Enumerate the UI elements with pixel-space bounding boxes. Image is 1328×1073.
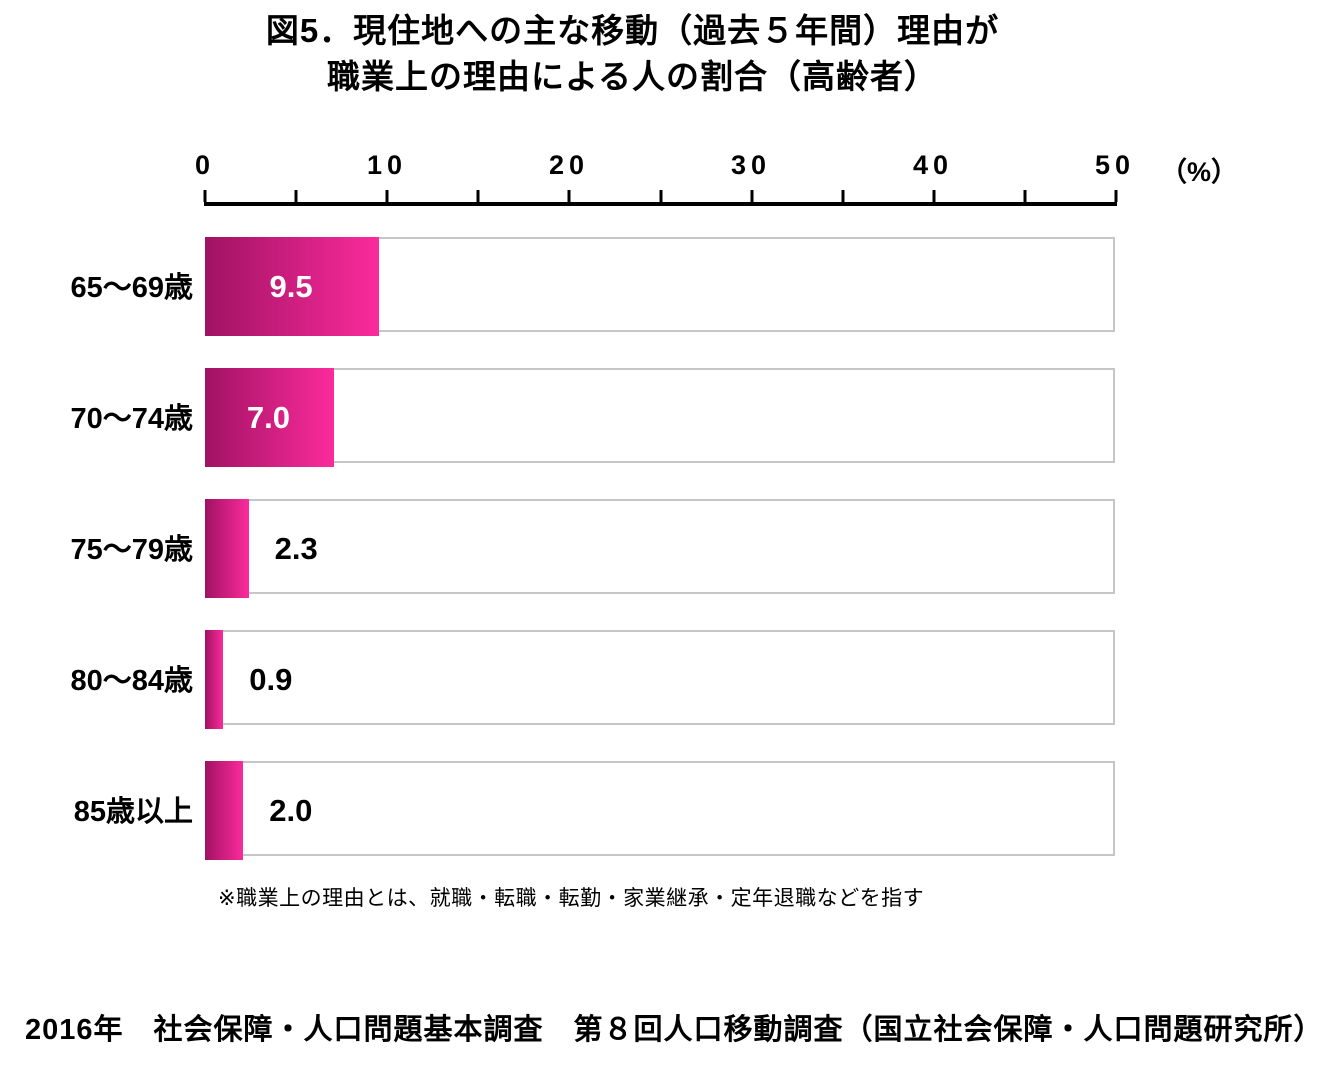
category-label: 70〜74歳 xyxy=(70,402,193,435)
bar-track: 2.0 xyxy=(205,761,1115,860)
x-axis-tick-label: 10 xyxy=(366,150,408,180)
x-axis-tick-label: 20 xyxy=(548,150,590,180)
chart-title-line1: 図5．現住地への主な移動（過去５年間）理由が xyxy=(265,12,1000,49)
axis-tick-mark xyxy=(1023,190,1027,202)
x-axis-line xyxy=(204,202,1117,206)
x-axis-tick-label: 0 xyxy=(194,150,216,180)
category-label: 85歳以上 xyxy=(73,795,193,828)
bar-chart-plot-area: 65〜69歳 9.5 70〜74歳 7.0 75〜79歳 2.3 80〜84歳 … xyxy=(0,237,1115,892)
axis-tick-mark xyxy=(385,190,389,202)
bar xyxy=(205,237,380,336)
x-axis-tick-labels: 0 10 20 30 40 50 xyxy=(195,150,1130,184)
bar xyxy=(205,499,249,598)
chart-row: 80〜84歳 0.9 xyxy=(0,630,1115,729)
value-label: 0.9 xyxy=(249,661,293,697)
x-axis-tick-label: 50 xyxy=(1094,150,1136,180)
axis-tick-mark xyxy=(841,190,845,202)
value-label: 9.5 xyxy=(269,268,313,304)
axis-tick-mark xyxy=(932,190,936,202)
value-label: 2.0 xyxy=(269,792,313,828)
category-label: 65〜69歳 xyxy=(70,271,193,304)
category-label: 80〜84歳 xyxy=(70,664,193,697)
axis-tick-mark xyxy=(1114,190,1118,202)
value-label: 2.3 xyxy=(274,530,318,566)
source-citation: 2016年 社会保障・人口問題基本調査 第８回人口移動調査（国立社会保障・人口問… xyxy=(25,1014,1324,1046)
bar-track: 9.5 xyxy=(205,237,1115,336)
chart-row: 75〜79歳 2.3 xyxy=(0,499,1115,598)
chart-row: 70〜74歳 7.0 xyxy=(0,368,1115,467)
bar-track: 7.0 xyxy=(205,368,1115,467)
bar xyxy=(205,630,224,729)
bar-track: 0.9 xyxy=(205,630,1115,729)
category-label: 75〜79歳 xyxy=(70,533,193,566)
x-axis-tick-marks xyxy=(203,190,1118,202)
axis-tick-mark xyxy=(203,190,207,202)
chart-title-line2: 職業上の理由による人の割合（高齢者） xyxy=(326,58,938,95)
axis-tick-mark xyxy=(659,190,662,202)
axis-tick-mark xyxy=(567,190,571,202)
bar xyxy=(205,761,244,860)
x-axis-unit-label: （%） xyxy=(1160,157,1239,187)
footnote: ※職業上の理由とは、就職・転職・転勤・家業継承・定年退職などを指す xyxy=(218,887,925,910)
value-label: 7.0 xyxy=(246,399,290,435)
chart-row: 85歳以上 2.0 xyxy=(0,761,1115,860)
axis-tick-mark xyxy=(476,190,480,202)
chart-row: 65〜69歳 9.5 xyxy=(0,237,1115,336)
x-axis-tick-label: 40 xyxy=(912,150,954,180)
x-axis-tick-label: 30 xyxy=(730,150,772,180)
chart-title: 図5．現住地への主な移動（過去５年間）理由が 職業上の理由による人の割合（高齢者… xyxy=(0,8,1265,100)
bar xyxy=(205,368,334,467)
axis-tick-mark xyxy=(750,190,754,202)
bar-track: 2.3 xyxy=(205,499,1115,598)
axis-tick-mark xyxy=(294,190,298,202)
